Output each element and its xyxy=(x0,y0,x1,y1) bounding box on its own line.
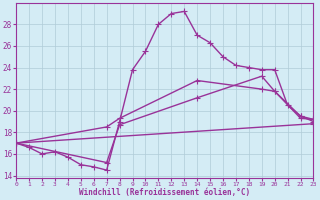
X-axis label: Windchill (Refroidissement éolien,°C): Windchill (Refroidissement éolien,°C) xyxy=(79,188,250,197)
